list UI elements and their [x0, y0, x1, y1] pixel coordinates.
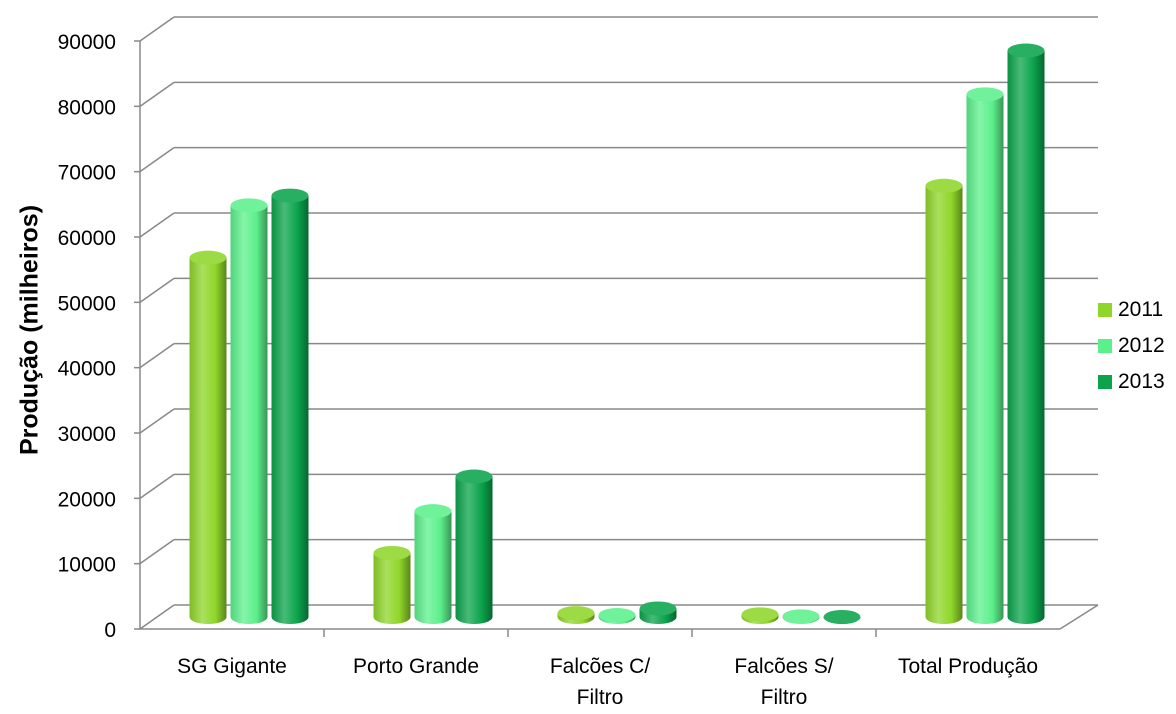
legend-label: 2012: [1118, 334, 1165, 357]
bar-body: [925, 185, 963, 625]
y-tick-label: 90000: [58, 31, 116, 54]
bar-body: [271, 195, 309, 624]
bar-top: [741, 607, 779, 622]
x-tick-label-line: Filtro: [577, 686, 624, 709]
x-tick-label-line: Total Produção: [898, 655, 1038, 678]
gridline-diagonal: [139, 147, 175, 173]
y-tick-label: 10000: [58, 554, 116, 577]
bar-top: [966, 87, 1004, 102]
x-tick-label-line: Porto Grande: [353, 655, 479, 678]
y-tick-label: 40000: [58, 358, 116, 381]
bar-top: [414, 504, 452, 519]
x-tick-label: Falcões S/Filtro: [734, 655, 833, 709]
y-tick-label: 50000: [58, 292, 116, 315]
bar-top: [373, 545, 411, 560]
y-tick-label: 20000: [58, 488, 116, 511]
bar-top: [271, 188, 309, 203]
bar: [966, 87, 1004, 625]
floor-right-edge: [1059, 604, 1099, 630]
bar-body: [230, 205, 268, 624]
bar-top: [782, 609, 820, 624]
bar: [782, 609, 820, 624]
y-tick-label: 70000: [58, 162, 116, 185]
bar-body: [966, 94, 1004, 625]
legend-item: 2011: [1098, 292, 1165, 328]
legend-item: 2013: [1098, 364, 1165, 400]
y-tick-label: 60000: [58, 227, 116, 250]
bar-top: [598, 608, 636, 623]
gridline-diagonal: [139, 212, 175, 238]
x-tick-label-line: SG Gigante: [177, 655, 287, 678]
bar: [598, 608, 636, 624]
x-tick-label: Total Produção: [898, 655, 1038, 678]
bar-body: [455, 476, 493, 624]
legend-label: 2011: [1118, 298, 1164, 321]
x-tick-label-line: Falcões S/: [734, 655, 833, 678]
bar: [925, 178, 963, 625]
x-tick-label: Falcões C/Filtro: [550, 655, 651, 709]
y-tick-label: 80000: [58, 96, 116, 119]
bar: [557, 606, 595, 624]
gridline-diagonal: [139, 81, 175, 107]
y-tick-label: 30000: [58, 423, 116, 446]
gridline-diagonal: [139, 277, 175, 303]
gridline-diagonal: [139, 604, 175, 630]
x-tick-label-line: Falcões C/: [550, 655, 651, 678]
bar-top: [925, 178, 963, 193]
bar-top: [455, 469, 493, 484]
gridline-diagonal: [139, 539, 175, 565]
legend-swatch: [1098, 375, 1112, 389]
bar: [373, 545, 411, 624]
gridline-diagonal: [139, 343, 175, 369]
bar-body: [1007, 50, 1045, 625]
bar-body: [189, 257, 227, 624]
legend: 2011 2012 2013: [1098, 292, 1165, 400]
legend-swatch: [1098, 339, 1112, 353]
bar-body: [414, 511, 452, 624]
x-tick-label: SG Gigante: [177, 655, 287, 678]
bar: [230, 198, 268, 624]
gridline-diagonal: [139, 408, 175, 434]
gridline-diagonal: [139, 473, 175, 499]
gridline-diagonal: [139, 16, 175, 42]
bar: [639, 601, 677, 624]
bar: [455, 469, 493, 624]
bar-top: [1007, 43, 1045, 58]
bar-top: [557, 606, 595, 621]
legend-item: 2012: [1098, 328, 1165, 364]
bar-top: [639, 601, 677, 616]
bar: [1007, 43, 1045, 625]
legend-swatch: [1098, 303, 1112, 317]
bar-body: [373, 552, 411, 624]
bar: [414, 504, 452, 624]
bar: [271, 188, 309, 624]
y-tick-label: 0: [104, 619, 116, 642]
x-tick-label: Porto Grande: [353, 655, 479, 678]
bar-top: [230, 198, 268, 213]
legend-label: 2013: [1118, 370, 1165, 393]
bar-top: [823, 610, 861, 624]
bar: [823, 610, 861, 624]
x-tick-label-line: Filtro: [761, 686, 808, 709]
bar: [741, 607, 779, 624]
bar: [189, 250, 227, 624]
y-axis-title-text: Produção (milheiros): [15, 204, 44, 456]
bar-top: [189, 250, 227, 265]
